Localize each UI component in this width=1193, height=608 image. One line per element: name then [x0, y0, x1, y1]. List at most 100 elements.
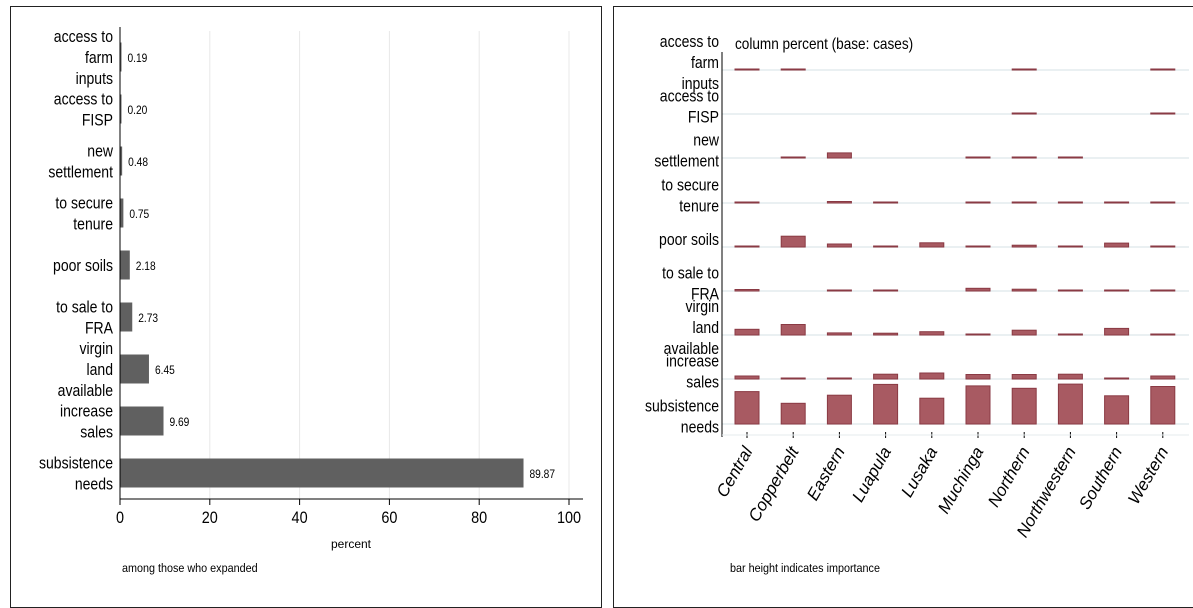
cell-bar	[965, 385, 991, 425]
cell-bar	[1104, 327, 1130, 336]
cell-bar	[734, 68, 760, 71]
cell-bar	[965, 201, 991, 204]
row-label: increase	[666, 352, 719, 370]
row-label: access to	[660, 33, 719, 51]
cell-bar	[965, 156, 991, 159]
cell-bar	[1057, 245, 1083, 248]
x-tick-label: 40	[292, 509, 308, 527]
chart-note: among those who expanded	[122, 563, 258, 576]
cell-bar	[1104, 201, 1130, 204]
cell-bar	[1011, 201, 1037, 204]
value-label: 0.48	[128, 156, 148, 169]
cell-bar	[1057, 201, 1083, 204]
region-label: Lusaka	[897, 444, 941, 501]
cell-bar	[873, 201, 899, 204]
category-label: virgin	[80, 340, 113, 358]
bar	[120, 250, 130, 280]
cell-bar	[1011, 288, 1037, 292]
cell-bar	[1011, 112, 1037, 115]
value-label: 9.69	[170, 416, 190, 429]
bar	[120, 354, 149, 384]
cell-bar	[1057, 373, 1083, 380]
category-label: settlement	[48, 163, 113, 181]
cell-bar	[919, 397, 945, 425]
category-label: inputs	[76, 70, 114, 88]
cell-bar	[1057, 289, 1083, 292]
cell-bar	[965, 333, 991, 336]
row-label: land	[693, 319, 719, 337]
cell-bar	[1150, 333, 1176, 336]
row-label: needs	[681, 418, 719, 436]
cell-bar	[1011, 329, 1037, 336]
category-label: tenure	[73, 215, 113, 233]
right-chart-panel: column percent (base: cases) access to far…	[613, 6, 1193, 608]
row-label: FRA	[691, 285, 720, 303]
cell-bar	[1150, 112, 1176, 115]
value-label: 0.20	[128, 104, 148, 117]
category-label: FRA	[85, 319, 114, 337]
category-label: needs	[75, 475, 113, 493]
value-label: 2.73	[138, 312, 158, 325]
bar	[120, 42, 122, 72]
category-label: sales	[80, 423, 113, 441]
value-label: 6.45	[155, 364, 175, 377]
cell-bar	[1150, 289, 1176, 292]
x-tick-label: 80	[471, 509, 487, 527]
cell-bar	[1011, 68, 1037, 71]
cell-bar	[919, 242, 945, 248]
cell-bar	[1104, 395, 1130, 425]
cell-bar	[1150, 68, 1176, 71]
bar	[120, 458, 524, 488]
cell-bar	[734, 328, 760, 336]
category-label: poor soils	[53, 257, 113, 275]
cell-bar	[734, 245, 760, 248]
chart-subtitle: column percent (base: cases)	[735, 36, 913, 53]
row-label: FISP	[688, 108, 719, 126]
row-label: subsistence	[645, 397, 719, 415]
row-label: settlement	[654, 152, 719, 170]
row-label: inputs	[682, 75, 720, 93]
cell-bar	[734, 289, 760, 292]
category-label: farm	[85, 49, 113, 67]
region-label: Southern	[1075, 443, 1126, 512]
cell-bar	[1150, 201, 1176, 204]
horizontal-bar-chart: 0.19 access to farm inputs 0.20 access to FISP…	[39, 27, 583, 576]
category-label: land	[87, 361, 113, 379]
category-label: access to	[54, 90, 113, 108]
cell-bar	[1011, 244, 1037, 248]
chart-note: bar height indicates importance	[730, 563, 880, 576]
cell-bar	[1104, 377, 1130, 380]
row-label: sales	[686, 373, 719, 391]
bar	[120, 146, 123, 176]
cell-bar	[873, 383, 899, 425]
x-axis-title: percent	[331, 537, 372, 551]
region-label: Central	[713, 442, 757, 500]
cell-bar	[1011, 387, 1037, 425]
region-label: Northern	[984, 444, 1034, 511]
category-label: available	[58, 382, 113, 400]
category-label: to sale to	[56, 298, 113, 316]
value-label: 0.75	[129, 208, 149, 221]
cell-bar	[1104, 289, 1130, 292]
cell-bar	[873, 332, 899, 336]
row-label: poor soils	[659, 231, 719, 249]
row-label: tenure	[679, 197, 719, 215]
cell-bar	[1057, 333, 1083, 336]
cell-bar	[1150, 245, 1176, 248]
category-label: to secure	[55, 194, 113, 212]
cell-bar	[780, 68, 806, 71]
cell-bar	[826, 332, 852, 336]
value-label: 0.19	[128, 52, 148, 65]
cell-bar	[1150, 375, 1176, 380]
row-label: to secure	[661, 176, 719, 194]
value-label: 2.18	[136, 260, 156, 273]
cell-bar	[965, 287, 991, 292]
row-label: available	[664, 340, 719, 358]
cell-bar	[965, 374, 991, 380]
cell-bar	[873, 289, 899, 292]
category-label: increase	[60, 402, 113, 420]
region-label: Luapula	[848, 444, 895, 506]
row-label: to sale to	[662, 264, 719, 282]
regional-bar-matrix: column percent (base: cases) access to far…	[645, 33, 1189, 576]
cell-bar	[1011, 156, 1037, 159]
